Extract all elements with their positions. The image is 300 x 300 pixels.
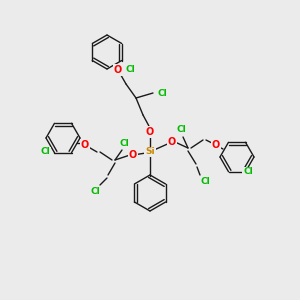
- Text: O: O: [81, 140, 89, 150]
- Text: Cl: Cl: [90, 187, 100, 196]
- Text: Cl: Cl: [176, 125, 186, 134]
- Text: Cl: Cl: [157, 88, 167, 98]
- Text: O: O: [212, 140, 220, 150]
- Text: O: O: [168, 137, 176, 147]
- Text: Cl: Cl: [243, 167, 253, 176]
- Text: Si: Si: [145, 148, 155, 157]
- Text: O: O: [129, 150, 137, 160]
- Text: Cl: Cl: [40, 148, 50, 157]
- Text: O: O: [114, 65, 122, 75]
- Text: Cl: Cl: [119, 139, 129, 148]
- Text: Cl: Cl: [125, 65, 135, 74]
- Text: Cl: Cl: [200, 176, 210, 185]
- Text: O: O: [146, 127, 154, 137]
